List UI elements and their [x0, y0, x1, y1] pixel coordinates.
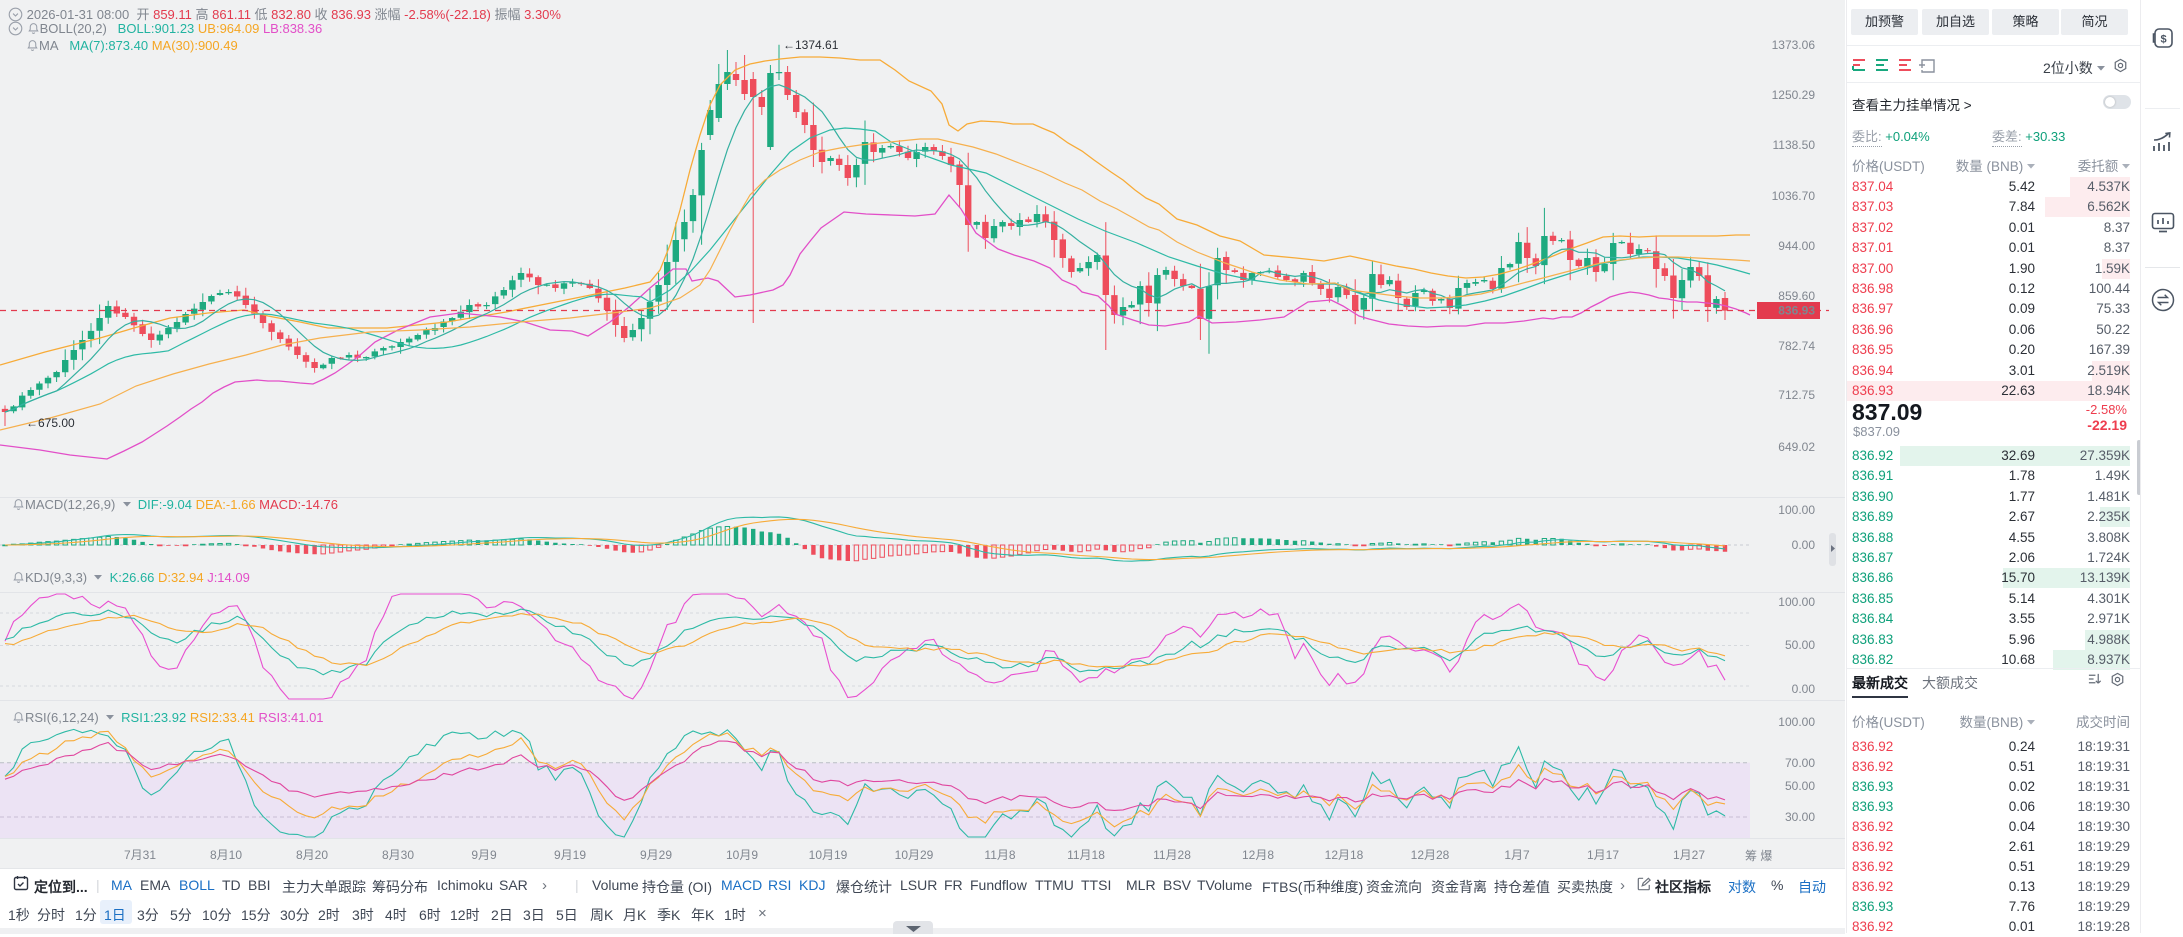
svg-text:100.00: 100.00	[1778, 503, 1815, 517]
svg-text:1373.06: 1373.06	[1772, 38, 1816, 52]
svg-text:9月19: 9月19	[554, 848, 586, 862]
svg-text:782.74: 782.74	[1778, 339, 1815, 353]
svg-text:←675.00: ←675.00	[26, 416, 75, 430]
svg-text:1月27: 1月27	[1673, 848, 1705, 862]
svg-text:←1374.61: ←1374.61	[783, 38, 839, 52]
svg-text:7月31: 7月31	[124, 848, 156, 862]
svg-text:836.93: 836.93	[1778, 304, 1815, 318]
svg-text:8月10: 8月10	[210, 848, 242, 862]
svg-text:8月30: 8月30	[382, 848, 414, 862]
svg-text:$: $	[2160, 34, 2166, 46]
svg-text:10月29: 10月29	[895, 848, 934, 862]
svg-text:712.75: 712.75	[1778, 388, 1815, 402]
svg-text:9月9: 9月9	[471, 848, 497, 862]
svg-text:1月17: 1月17	[1587, 848, 1619, 862]
svg-text:944.00: 944.00	[1778, 239, 1815, 253]
svg-text:12月28: 12月28	[1411, 848, 1450, 862]
svg-text:859.60: 859.60	[1778, 289, 1815, 303]
svg-text:11月28: 11月28	[1153, 848, 1191, 862]
svg-text:1月7: 1月7	[1504, 848, 1530, 862]
svg-text:1250.29: 1250.29	[1772, 88, 1816, 102]
svg-text:10月9: 10月9	[726, 848, 758, 862]
svg-text:10月19: 10月19	[809, 848, 848, 862]
svg-text:50.00: 50.00	[1785, 638, 1815, 652]
svg-text:11月8: 11月8	[984, 848, 1015, 862]
svg-text:70.00: 70.00	[1785, 756, 1815, 770]
svg-text:0.00: 0.00	[1792, 682, 1816, 696]
svg-text:8月20: 8月20	[296, 848, 328, 862]
svg-text:12月18: 12月18	[1325, 848, 1364, 862]
svg-text:50.00: 50.00	[1785, 779, 1815, 793]
svg-text:12月8: 12月8	[1242, 848, 1274, 862]
svg-text:649.02: 649.02	[1778, 440, 1815, 454]
svg-text:9月29: 9月29	[640, 848, 672, 862]
svg-text:0.00: 0.00	[1792, 538, 1816, 552]
svg-text:100.00: 100.00	[1778, 715, 1815, 729]
svg-text:100.00: 100.00	[1778, 595, 1815, 609]
svg-text:1036.70: 1036.70	[1772, 189, 1816, 203]
svg-text:1138.50: 1138.50	[1773, 138, 1816, 152]
svg-text:30.00: 30.00	[1785, 810, 1815, 824]
svg-text:11月18: 11月18	[1067, 848, 1105, 862]
svg-text:筹 爆: 筹 爆	[1745, 849, 1772, 863]
